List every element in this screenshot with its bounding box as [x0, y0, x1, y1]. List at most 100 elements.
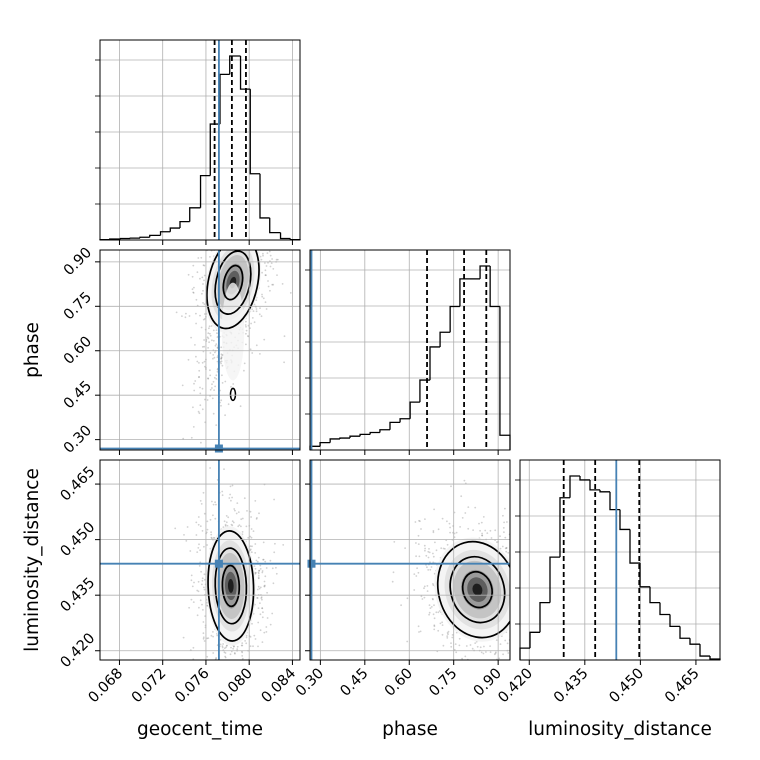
- sample-point: [516, 664, 518, 666]
- sample-point: [527, 594, 529, 596]
- sample-point: [245, 320, 247, 323]
- sample-point: [215, 424, 218, 426]
- sample-point: [275, 572, 278, 575]
- sample-point: [198, 376, 201, 378]
- sample-point: [202, 454, 204, 456]
- sample-point: [271, 567, 274, 570]
- sample-point: [245, 634, 248, 637]
- sample-point: [223, 676, 225, 678]
- sample-point: [468, 668, 470, 670]
- sample-point: [243, 228, 245, 230]
- sample-point: [229, 493, 232, 496]
- sample-point: [201, 579, 204, 582]
- sample-point: [222, 643, 225, 645]
- sample-point: [198, 412, 201, 415]
- sample-point: [209, 256, 211, 258]
- sample-point: [237, 511, 240, 513]
- hist-bar-luminosity_distance-18: [699, 644, 710, 657]
- sample-point: [264, 226, 266, 228]
- sample-point: [241, 517, 244, 520]
- sample-point: [196, 589, 199, 592]
- sample-point: [264, 269, 267, 272]
- ytick-label-phase-3: 0.75: [61, 289, 95, 323]
- sample-point: [191, 288, 194, 291]
- sample-point: [453, 532, 456, 535]
- sample-point: [203, 339, 206, 341]
- sample-point: [200, 441, 202, 444]
- sample-point: [207, 637, 210, 639]
- sample-point: [432, 552, 434, 555]
- hist-bar-luminosity_distance-17: [689, 638, 700, 645]
- sample-point: [506, 521, 508, 523]
- sample-point: [504, 536, 507, 539]
- xtick-label-luminosity_distance-1: 0.435: [551, 666, 592, 707]
- hist-bar-luminosity_distance-0: [519, 647, 530, 660]
- sample-point: [525, 525, 527, 527]
- sample-point: [211, 383, 213, 386]
- sample-point: [207, 332, 210, 335]
- hist-bar-luminosity_distance-19: [709, 656, 721, 660]
- sample-point: [249, 548, 252, 551]
- sample-point: [258, 512, 260, 515]
- sample-point: [262, 254, 264, 257]
- sample-point: [265, 170, 267, 172]
- hist-bar-luminosity_distance-10: [619, 509, 630, 531]
- sample-point: [413, 573, 416, 575]
- sample-point: [231, 496, 234, 499]
- sample-point: [236, 242, 238, 244]
- sample-point: [196, 214, 198, 216]
- sample-point: [190, 574, 193, 577]
- sample-point: [223, 647, 226, 650]
- sample-point: [227, 403, 230, 406]
- sample-point: [267, 261, 269, 264]
- sample-point: [182, 636, 185, 639]
- hist-bar-geocent_time-8: [179, 220, 190, 229]
- sample-point: [502, 514, 504, 517]
- sample-point: [200, 503, 203, 505]
- sample-point: [225, 515, 228, 517]
- sample-point: [450, 645, 453, 648]
- sample-point: [214, 385, 217, 388]
- ytick-label-luminosity_distance-3: 0.465: [58, 464, 99, 505]
- sample-point: [219, 243, 221, 245]
- sample-point: [214, 351, 216, 354]
- sample-point: [202, 621, 205, 623]
- sample-point: [212, 503, 215, 506]
- truth-square: [214, 444, 223, 453]
- sample-point: [482, 652, 485, 655]
- sample-point: [507, 652, 510, 654]
- sample-point: [433, 625, 436, 628]
- sample-point: [201, 583, 203, 586]
- density-level-5: [472, 583, 483, 596]
- sample-point: [504, 639, 507, 642]
- hist-bar-geocent_time-10: [199, 174, 211, 208]
- sample-point: [206, 528, 209, 531]
- sample-point: [229, 185, 231, 187]
- sample-point: [273, 498, 275, 501]
- sample-point: [517, 601, 519, 603]
- sample-point: [251, 545, 253, 548]
- sample-point: [502, 527, 505, 529]
- sample-point: [262, 558, 264, 561]
- sample-point: [233, 652, 236, 654]
- contour-0: [206, 250, 260, 330]
- sample-point: [515, 595, 517, 597]
- hist-bar-phase-18: [489, 266, 500, 308]
- sample-point: [495, 651, 497, 654]
- sample-point: [221, 215, 223, 217]
- truth-marker-geocent_time-phase: [100, 250, 300, 453]
- ytick-label-phase-0: 0.30: [61, 423, 95, 457]
- sample-point: [239, 405, 242, 408]
- sample-point: [241, 642, 244, 644]
- sample-point: [517, 561, 519, 563]
- sample-point: [232, 521, 235, 524]
- sample-point: [255, 572, 257, 574]
- sample-point: [273, 551, 276, 554]
- sample-point: [199, 561, 202, 564]
- sample-point: [235, 512, 238, 515]
- sample-point: [269, 254, 272, 257]
- sample-point: [258, 222, 260, 224]
- sample-point: [202, 289, 204, 292]
- panel-frame-1-1: [309, 249, 511, 451]
- sample-point: [489, 651, 492, 653]
